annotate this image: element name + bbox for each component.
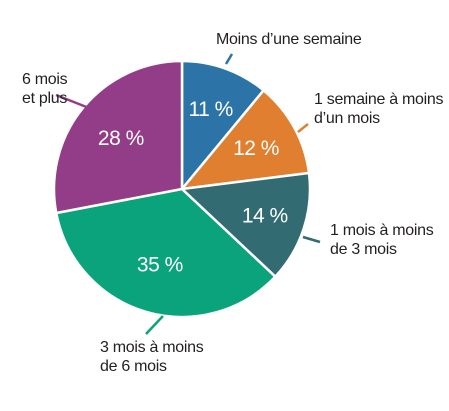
slice-value-label: 28 % xyxy=(98,127,144,150)
category-labels: Moins d’une semaine 1 semaine à moins d’un… xyxy=(22,31,444,375)
leader-line xyxy=(297,123,309,133)
leader-line xyxy=(55,93,90,110)
category-label: 1 semaine à moins d’un mois xyxy=(314,91,443,127)
slice-value-labels: 11 %12 % 14 % 35 % 28 % xyxy=(98,98,288,277)
leader-line xyxy=(224,53,234,65)
category-label-line: Moins d’une semaine xyxy=(216,31,362,48)
category-label: 3 mois à moins de 6 mois xyxy=(100,339,204,375)
category-label: 1 mois à moins de 3 mois xyxy=(330,222,434,258)
pie-slice xyxy=(55,187,277,319)
slice-value-label: 14 % xyxy=(242,204,288,227)
category-label-line: 3 mois à moins xyxy=(100,339,204,356)
category-label-line: d’un mois xyxy=(314,110,380,127)
category-label-line: 1 mois à moins xyxy=(330,222,434,239)
category-label-line: de 3 mois xyxy=(330,241,397,258)
pie-slice xyxy=(180,171,312,278)
category-label-line: 1 semaine à moins xyxy=(314,91,443,108)
slice-value-label: 11 % xyxy=(188,98,232,121)
category-label-line: de 6 mois xyxy=(100,358,167,375)
category-label-line: et plus xyxy=(22,90,67,107)
slice-value-label: 12 % xyxy=(233,137,279,160)
pie-slice xyxy=(180,59,265,191)
leader-line xyxy=(145,315,164,335)
leader-lines xyxy=(55,53,321,335)
leader-line xyxy=(302,235,321,244)
category-label: 6 mois et plus xyxy=(22,71,68,107)
category-label-line: 6 mois xyxy=(22,71,68,88)
pie-slice xyxy=(180,89,311,191)
slice-value-label: 35 % xyxy=(137,254,183,277)
pie-slice xyxy=(52,59,184,215)
category-label: Moins d’une semaine xyxy=(216,31,362,48)
pie-slices xyxy=(52,59,312,319)
